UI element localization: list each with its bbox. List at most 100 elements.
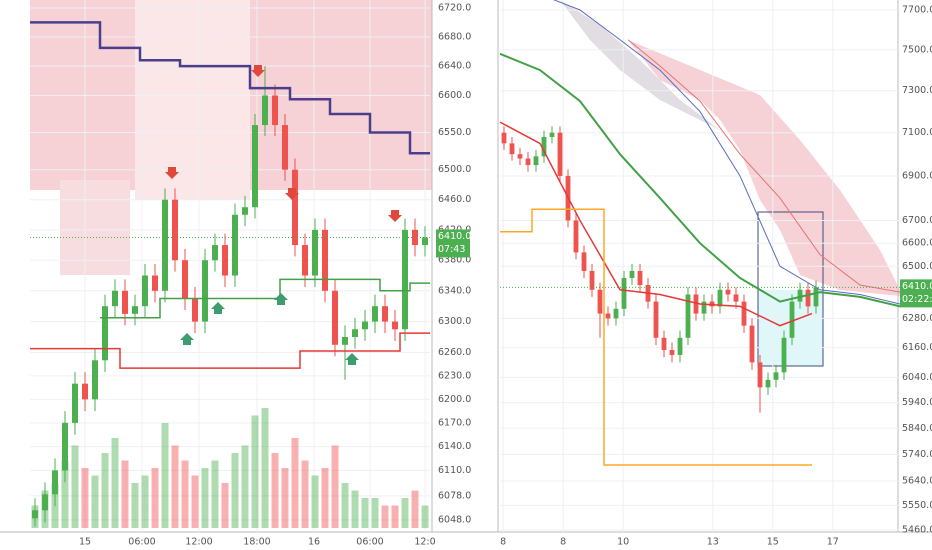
candle-body <box>392 321 398 330</box>
candle-body <box>685 294 691 338</box>
candle-body <box>677 337 683 355</box>
x-tick-label: 15 <box>79 537 91 548</box>
x-tick-label: 06:00 <box>128 537 155 548</box>
y-tick-label: 6550.0 <box>438 127 471 138</box>
buy-signal <box>345 353 359 365</box>
candle-body <box>581 252 587 271</box>
candle-body <box>92 360 98 400</box>
y-tick-label: 5550.0 <box>902 500 932 511</box>
volume-bar <box>221 483 229 528</box>
candle-body <box>661 337 667 351</box>
sell-signal <box>388 210 402 222</box>
candle-body <box>382 306 388 322</box>
candle-body <box>242 207 248 215</box>
y-tick-label: 6280.0 <box>902 313 932 324</box>
y-tick-label: 6500.0 <box>438 164 471 175</box>
x-tick-label: 17 <box>827 537 839 548</box>
indicator-line <box>500 208 812 466</box>
volume-bar <box>321 468 329 528</box>
candle-body <box>589 270 595 290</box>
candle-body <box>402 229 408 330</box>
candle-body <box>32 510 38 519</box>
sell-signal <box>251 65 265 77</box>
y-tick-label: 7500.0 <box>902 44 932 55</box>
volume-bar <box>411 490 419 528</box>
buy-signal <box>211 302 225 314</box>
volume-bar <box>71 445 79 528</box>
y-tick-label: 6900.0 <box>902 170 932 181</box>
volume-bar <box>131 483 139 528</box>
candle-body <box>272 95 278 126</box>
candle-body <box>573 220 579 253</box>
volume-bar <box>171 445 179 528</box>
zone <box>250 0 432 190</box>
candle-body <box>733 294 739 302</box>
y-tick-label: 6230.0 <box>438 370 471 381</box>
candle-body <box>362 321 368 330</box>
candle-body <box>132 306 138 314</box>
candle-body <box>741 301 747 326</box>
x-tick-label: 16 <box>308 537 320 548</box>
x-tick-label: 10 <box>617 537 629 548</box>
volume-bar <box>81 468 89 528</box>
candle-body <box>222 245 228 276</box>
indicator-line <box>30 332 430 369</box>
candle-body <box>212 245 218 261</box>
candle-body <box>541 136 547 157</box>
candle-body <box>525 158 531 166</box>
y-tick-label: 6640.0 <box>438 61 471 72</box>
candle-body <box>232 214 238 276</box>
candle-body <box>292 169 298 246</box>
volume-bar <box>271 453 279 528</box>
volume-bar <box>421 505 429 528</box>
candle-body <box>302 245 308 276</box>
candle-body <box>757 362 763 388</box>
candle-body <box>653 301 659 338</box>
candle-body <box>797 289 803 302</box>
zone <box>135 0 250 200</box>
countdown: 07:43 <box>438 244 465 255</box>
buy-signal <box>274 293 288 305</box>
candle-body <box>533 156 539 166</box>
candle-body <box>172 199 178 261</box>
volume-bar <box>61 460 69 528</box>
candle-body <box>142 275 148 307</box>
candle-body <box>805 289 811 307</box>
candle-body <box>637 270 643 286</box>
candle-body <box>422 237 428 246</box>
x-tick-label: 8 <box>500 537 506 548</box>
y-tick-label: 6110.0 <box>438 465 471 476</box>
volume-bar <box>101 453 109 528</box>
y-tick-label: 7100.0 <box>902 127 932 138</box>
volume-bar <box>291 438 299 528</box>
indicator-line <box>499 52 901 308</box>
volume-bar <box>311 475 319 528</box>
y-tick-label: 7700.0 <box>902 4 932 15</box>
candle-body <box>613 308 619 319</box>
x-tick-label: 12:00 <box>185 537 212 548</box>
candle-body <box>749 325 755 363</box>
x-tick-label: 18:00 <box>243 537 270 548</box>
candle-body <box>629 270 635 278</box>
volume-bar <box>181 460 189 528</box>
y-tick-label: 6380.0 <box>438 255 471 266</box>
candle-body <box>725 289 731 295</box>
volume-bar <box>391 505 399 528</box>
y-tick-label: 7300.0 <box>902 85 932 96</box>
candle-body <box>372 306 378 322</box>
countdown: 02:22:43 <box>902 294 932 305</box>
zone <box>30 0 135 190</box>
volume-bar <box>231 453 239 528</box>
volume-bar <box>251 415 259 528</box>
volume-bar <box>281 468 289 528</box>
candle-body <box>102 306 108 361</box>
candle-body <box>813 287 819 307</box>
zone <box>60 180 130 275</box>
candle-body <box>322 229 328 291</box>
y-tick-label: 6260.0 <box>438 347 471 358</box>
candle-body <box>352 329 358 338</box>
y-tick-label: 5840.0 <box>902 423 932 434</box>
indicator-line <box>627 39 901 293</box>
candle-body <box>122 290 128 314</box>
indicator-line <box>553 0 901 305</box>
